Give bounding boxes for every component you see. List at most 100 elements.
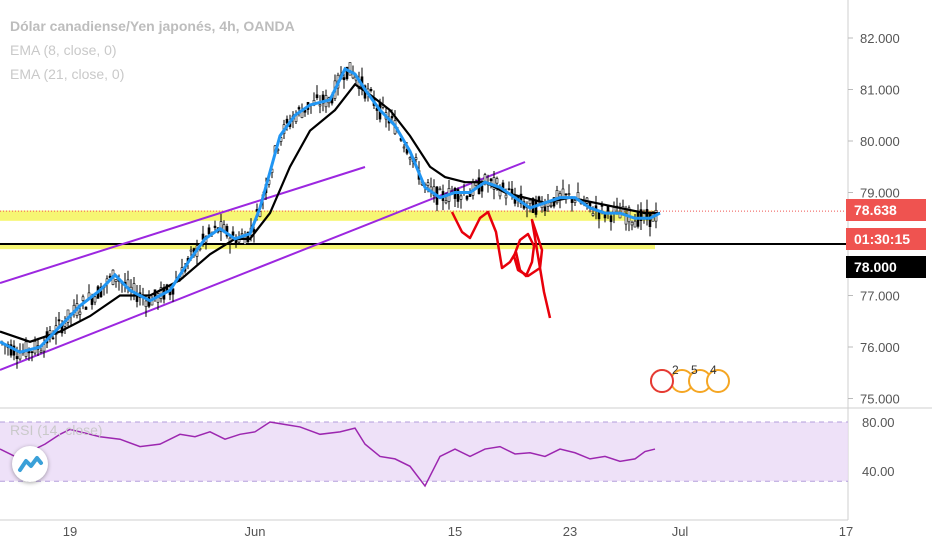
candle-body (318, 104, 322, 107)
candle-body (414, 157, 418, 160)
event-count: 2 (672, 363, 679, 377)
candle (231, 226, 235, 236)
candle-body (30, 351, 34, 354)
price-tick-label: 82.000 (860, 31, 900, 46)
event-marker (650, 369, 674, 393)
candle-body (402, 146, 406, 149)
highlight-band (0, 242, 655, 250)
candle (84, 306, 88, 310)
candle (618, 202, 622, 219)
candle (453, 186, 457, 208)
ema8-legend: EMA (8, close, 0) (10, 42, 117, 58)
candle-body (285, 118, 289, 124)
candle (318, 95, 322, 114)
candle (639, 202, 643, 231)
last-price-tag: 78.638 (846, 199, 926, 221)
candle-body (369, 89, 373, 91)
candle (21, 343, 25, 356)
time-tick-label: Jun (245, 524, 266, 539)
candle-body (39, 350, 43, 353)
candle-body (555, 190, 559, 204)
candle (132, 277, 136, 301)
candle (555, 185, 559, 205)
candle-body (528, 199, 532, 205)
candle (648, 211, 652, 237)
indicator-lines (0, 66, 661, 354)
candle-body (51, 337, 55, 340)
candle-body (297, 107, 301, 110)
candle (93, 294, 97, 306)
candle-body (189, 249, 193, 252)
candle-body (537, 196, 541, 201)
rsi-band (0, 422, 848, 482)
candle-body (390, 116, 394, 119)
tradingview-logo[interactable] (12, 446, 48, 482)
candle (576, 182, 580, 200)
candle (459, 191, 463, 209)
candle-body (408, 157, 412, 160)
candle-body (630, 221, 634, 226)
candle-body (591, 213, 595, 216)
candle (636, 204, 640, 229)
candle-body (426, 182, 430, 186)
candle-body (213, 225, 217, 228)
candle-body (114, 279, 118, 282)
candle (528, 199, 532, 213)
candle-body (84, 306, 88, 310)
candle-body (219, 221, 223, 232)
candle-body (246, 231, 250, 242)
candle (609, 213, 613, 231)
price-tick-label: 80.000 (860, 134, 900, 149)
event-marker (706, 369, 730, 393)
candle-body (468, 194, 472, 197)
candle-body (507, 188, 511, 190)
rsi-line (0, 421, 656, 488)
candle-body (9, 344, 13, 356)
highlight-zones (0, 210, 655, 250)
candle-body (606, 205, 610, 212)
candle (171, 288, 175, 302)
candle-body (57, 319, 61, 322)
channel-upper (0, 166, 366, 284)
candle (369, 86, 373, 93)
candle-body (15, 356, 19, 360)
candle-body (231, 231, 235, 236)
candle (429, 177, 433, 198)
rsi-legend: RSI (14, close) (10, 422, 103, 438)
price-tick-label: 77.000 (860, 289, 900, 304)
level-tag: 78.000 (846, 256, 926, 278)
candle-body (444, 200, 448, 204)
candle (30, 350, 34, 362)
candle-body (564, 193, 568, 196)
candle-body (489, 178, 493, 182)
price-tick-label: 75.000 (860, 392, 900, 407)
candle-body (549, 205, 553, 207)
chart-title: Dólar canadiense/Yen japonés, 4h, OANDA (10, 18, 295, 34)
event-count: 5 (691, 363, 698, 377)
time-axis: 19 Jun 15 23 Jul 17 (63, 524, 853, 539)
rsi-pane: 80.00 40.00 (0, 415, 895, 488)
countdown-tag: 01:30:15 (846, 228, 926, 250)
candle (315, 85, 319, 101)
candle-body (348, 62, 352, 76)
candle-body (108, 275, 112, 278)
time-tick-label: Jul (672, 524, 689, 539)
candle-body (495, 178, 499, 184)
candle (507, 181, 511, 191)
candle-body (303, 109, 307, 113)
candle-body (465, 195, 469, 200)
candle-body (543, 206, 547, 212)
candle-body (633, 220, 637, 228)
candle (57, 312, 61, 328)
candle-body (459, 195, 463, 200)
candle (6, 341, 10, 356)
highlight-band (0, 210, 655, 221)
candle (243, 230, 247, 245)
projection-drawing (450, 210, 552, 319)
candle-body (18, 352, 22, 360)
candle (408, 156, 412, 166)
candle-body (78, 311, 82, 315)
